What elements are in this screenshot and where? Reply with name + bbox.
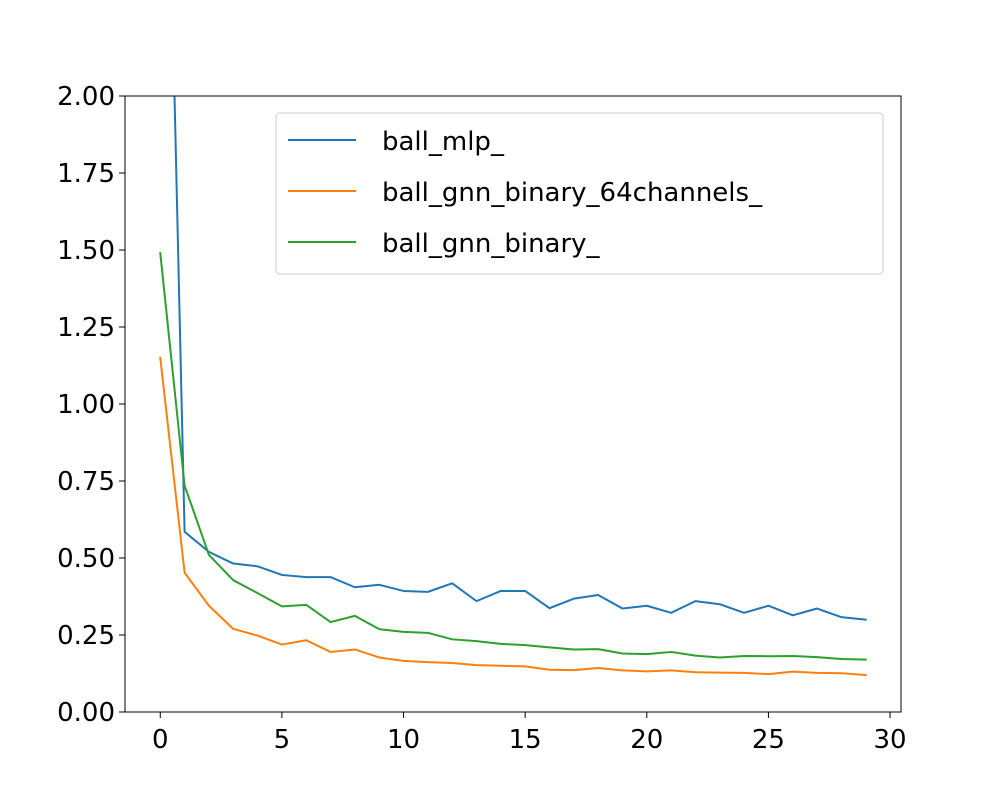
y-tick-label: 0.00 [57,698,115,728]
x-tick-label: 30 [874,725,907,755]
y-tick-label: 1.75 [57,159,115,189]
y-tick-label: 1.50 [57,236,115,266]
legend-label: ball_gnn_binary_ [382,229,601,259]
x-tick-label: 0 [152,725,169,755]
x-tick-label: 20 [630,725,663,755]
y-tick-label: 0.25 [57,621,115,651]
x-tick-label: 5 [274,725,291,755]
x-tick-label: 10 [387,725,420,755]
legend-box [275,112,884,275]
series-line-2 [159,251,867,661]
legend-label: ball_mlp_ [382,127,505,157]
y-tick-label: 2.00 [57,82,115,112]
series-line-0 [173,96,867,621]
series-layer [159,96,867,677]
y-tick-label: 1.00 [57,390,115,420]
x-tick-label: 25 [752,725,785,755]
series-line-1 [159,356,867,677]
legend: ball_mlp_ ball_gnn_binary_64channels_ball… [275,112,884,275]
axes: 0 5 10 15 20 25 30 0.00 0.25 0.50 0.75 1.00 1.25 1.50… [57,82,906,755]
legend-label: ball_gnn_binary_64channels_ [382,178,763,208]
y-tick-label: 1.25 [57,313,115,343]
y-tick-label: 0.50 [57,544,115,574]
x-tick-label: 15 [509,725,542,755]
y-tick-label: 0.75 [57,467,115,497]
